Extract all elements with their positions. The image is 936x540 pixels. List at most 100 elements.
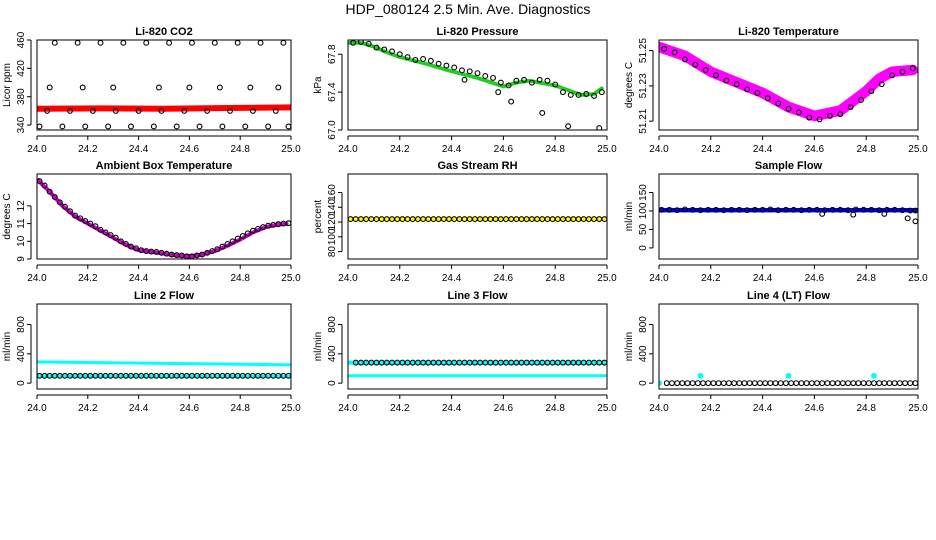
li-820-temperature-x-tick-label: 24.6: [805, 144, 825, 155]
li-820-co2-point: [257, 40, 264, 46]
li-820-co2-x-tick-label: 25.0: [281, 144, 301, 155]
ambient-box-temperature-data: [37, 177, 291, 259]
line-4-lt-flow-x-tick-label: 24.6: [805, 403, 825, 414]
line-4-lt-flow-point: [720, 380, 727, 387]
sample-flow-point: [860, 206, 867, 213]
li-820-temperature-point: [847, 104, 854, 111]
sample-flow-point: [728, 206, 735, 213]
line-4-lt-flow-point: [700, 380, 706, 387]
gas-stream-rh-x-tick-label: 25.0: [597, 273, 617, 284]
li-820-temperature-x-tick-label: 24.4: [753, 144, 773, 155]
li-820-temperature-y-axis: 51.21 51.23 51.25: [638, 38, 654, 134]
ambient-box-temperature-point: [204, 249, 211, 256]
li-820-pressure-x-tick-label: 25.0: [597, 144, 617, 155]
li-820-pressure-point: [474, 70, 481, 77]
li-820-temperature-x-tick-label: 24.0: [649, 144, 669, 155]
ambient-box-temperature-point: [92, 223, 99, 230]
line-4-lt-flow-point: [850, 380, 857, 387]
ambient-box-temperature-point: [239, 233, 246, 239]
li-820-co2-point: [89, 107, 96, 114]
line-2-flow-x-tick-label: 25.0: [281, 403, 301, 414]
line-3-flow-x-tick-label: 24.2: [390, 403, 410, 414]
sample-flow-y-tick-label: 150: [638, 184, 649, 201]
li-820-temperature-point: [723, 77, 730, 84]
line-4-lt-flow-series-line-4-continuous: [659, 372, 877, 387]
li-820-temperature-point: [837, 111, 844, 118]
ambient-box-temperature-point: [234, 235, 241, 242]
line-4-lt-flow-ylabel: ml/min: [624, 332, 635, 361]
li-820-co2-point: [204, 107, 211, 114]
line-2-flow-x-tick-label: 24.2: [78, 403, 98, 414]
line-4-lt-flow-point: [819, 380, 826, 387]
sample-flow-point: [798, 207, 805, 214]
li-820-pressure-point: [389, 48, 395, 55]
li-820-co2-y-tick-label: 420: [16, 60, 27, 77]
line-4-lt-flow-point: [772, 380, 779, 387]
li-820-co2-point: [51, 40, 58, 46]
ambient-box-temperature-point: [77, 215, 84, 222]
line-4-lt-flow-point: [876, 380, 883, 387]
ambient-box-temperature-point: [41, 182, 48, 189]
ambient-box-temperature-plot-frame: [36, 173, 292, 260]
gas-stream-rh-x-axis: 24.0 24.2 24.4 24.6 24.8 25.0: [338, 264, 617, 284]
li-820-pressure-point: [365, 40, 372, 47]
li-820-pressure-point: [466, 68, 473, 75]
ambient-box-temperature-point: [249, 227, 256, 234]
line-4-lt-flow-point: [725, 380, 732, 387]
line-4-lt-flow-point: [710, 380, 717, 387]
li-820-pressure-point: [435, 60, 442, 67]
li-820-co2-point: [82, 123, 89, 130]
li-820-pressure-point: [373, 44, 380, 51]
li-820-co2-point: [74, 40, 81, 46]
li-820-co2-point: [135, 107, 142, 114]
sample-flow-x-tick-label: 24.8: [856, 273, 876, 284]
line-2-flow-series-line-2-2-5-min-ave: [37, 372, 291, 379]
sample-flow-point: [891, 206, 898, 213]
li-820-pressure-point: [482, 73, 489, 79]
line-4-lt-flow-y-tick-label: 400: [638, 345, 649, 362]
li-820-pressure-point: [451, 64, 458, 71]
li-820-pressure-point: [396, 51, 403, 58]
li-820-co2-x-tick-label: 24.4: [129, 144, 149, 155]
line-3-flow-x-tick-label: 25.0: [597, 403, 617, 414]
gas-stream-rh-x-tick-label: 24.6: [494, 273, 514, 284]
li-820-temperature-point: [764, 95, 771, 102]
ambient-box-temperature-point: [244, 230, 251, 237]
li-820-temperature-point: [899, 68, 906, 75]
line-4-lt-flow-point: [674, 380, 681, 387]
li-820-pressure-x-tick-label: 24.0: [338, 144, 358, 155]
sample-flow-point: [705, 206, 712, 213]
line-4-lt-flow-point: [684, 380, 691, 387]
line-3-flow-y-axis: 0 400 800: [327, 316, 343, 386]
line-3-flow-y-tick-label: 800: [327, 316, 338, 333]
sample-flow-point: [736, 206, 743, 213]
line-4-lt-flow-point: [762, 380, 769, 387]
li-820-co2-y-axis: 340 380 420 460: [16, 31, 32, 133]
li-820-pressure-data: [348, 40, 605, 130]
li-820-pressure-point: [544, 77, 551, 84]
li-820-pressure-y-tick-label: 67.4: [327, 82, 338, 102]
li-820-co2-point: [128, 123, 134, 130]
li-820-pressure-point: [528, 79, 535, 86]
li-820-co2-y-tick-label: 380: [16, 88, 27, 105]
line-4-lt-flow-point: [824, 380, 831, 387]
li-820-temperature-point: [785, 105, 792, 112]
li-820-pressure-point: [513, 77, 520, 84]
line-4-lt-flow-series-line-4-2-5-min-ave: [663, 380, 918, 387]
li-820-temperature-point: [671, 49, 678, 56]
line-4-lt-flow-point: [881, 380, 888, 387]
li-820-co2-x-axis: 24.0 24.2 24.4 24.6 24.8 25.0: [27, 135, 301, 155]
li-820-co2-point: [285, 123, 291, 130]
li-820-co2-point: [105, 123, 112, 130]
li-820-temperature-point: [733, 81, 740, 88]
line-2-flow-data: [37, 360, 291, 379]
line-2-flow-y-tick-label: 800: [16, 316, 27, 333]
line-2-flow-y-tick-label: 0: [16, 380, 27, 386]
line-4-lt-flow-point: [798, 380, 805, 387]
li-820-pressure-plot-frame: [347, 39, 608, 131]
line-4-lt-flow-point: [834, 380, 841, 387]
li-820-pressure-ylabel: kPa: [313, 76, 324, 94]
ambient-box-temperature-x-tick-label: 24.8: [230, 273, 250, 284]
li-820-temperature-title: Li-820 Temperature: [738, 26, 839, 38]
